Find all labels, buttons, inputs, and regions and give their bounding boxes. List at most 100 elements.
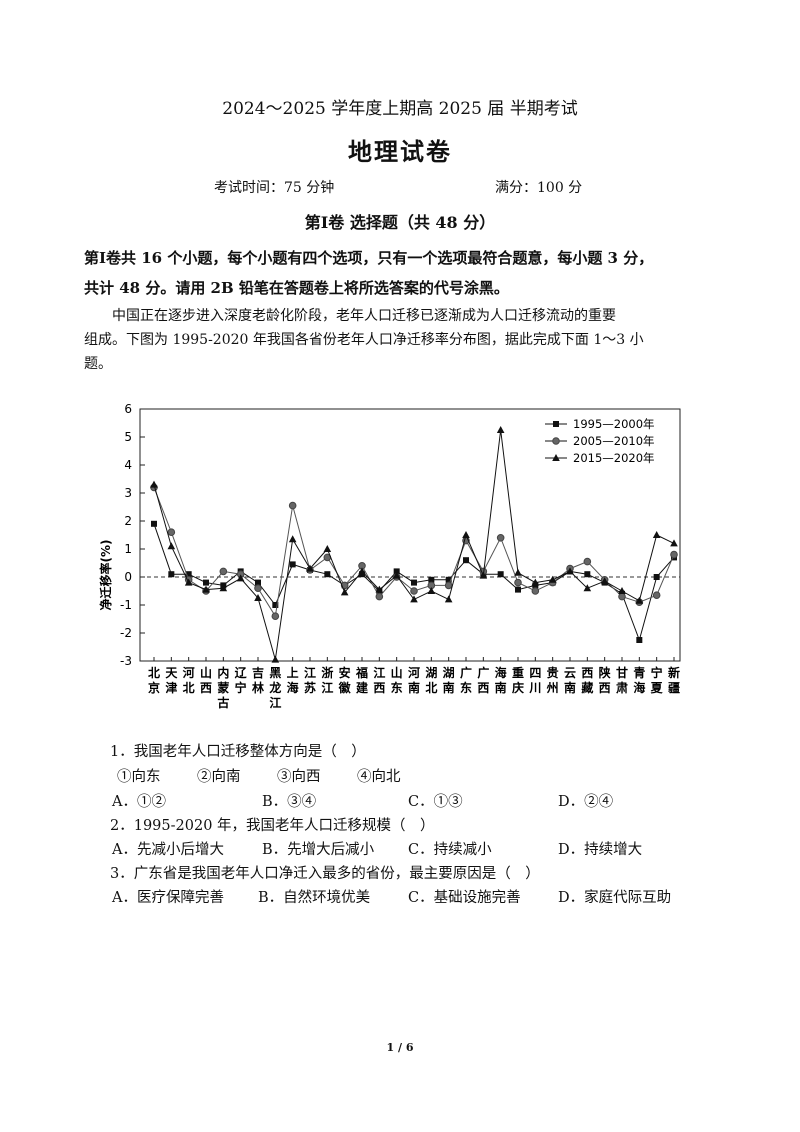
x-tick-label: 林 bbox=[252, 680, 264, 695]
y-tick-label: 4 bbox=[124, 458, 132, 472]
data-point bbox=[323, 545, 332, 552]
data-point bbox=[167, 542, 176, 550]
q1-sub-2: ②向南 bbox=[197, 769, 241, 785]
x-tick-label: 青 bbox=[633, 665, 645, 680]
data-point bbox=[411, 579, 417, 586]
q3-option-a: A．医疗保障完善 bbox=[112, 890, 224, 906]
page-number: 1 / 6 bbox=[386, 1041, 414, 1054]
legend-marker bbox=[552, 437, 560, 445]
chart-series bbox=[150, 426, 678, 663]
x-tick-label: 海 bbox=[495, 665, 507, 680]
legend-marker bbox=[552, 454, 560, 461]
x-tick-label: 蒙 bbox=[217, 680, 229, 695]
data-point bbox=[271, 612, 280, 620]
x-tick-label: 重 bbox=[512, 665, 524, 680]
data-point bbox=[514, 578, 522, 587]
data-point bbox=[670, 550, 678, 559]
x-tick-label: 西 bbox=[599, 681, 611, 695]
legend-label: 2005—2010年 bbox=[573, 434, 655, 448]
data-point bbox=[288, 501, 297, 510]
x-tick-label: 广 bbox=[477, 665, 489, 680]
data-point bbox=[427, 587, 436, 594]
data-point bbox=[496, 534, 505, 542]
y-tick-label: 6 bbox=[124, 402, 132, 416]
x-tick-label: 西 bbox=[373, 681, 385, 695]
data-point bbox=[497, 571, 504, 578]
x-tick-label: 河 bbox=[407, 665, 420, 680]
x-axis-tick-labels: 北京天津河北山西内蒙古辽宁吉林黑龙江上海江苏浙江安徽福建江西山东河南湖北湖南广东… bbox=[148, 657, 680, 710]
x-tick-label: 陕 bbox=[599, 665, 611, 680]
x-tick-label: 辽 bbox=[235, 666, 248, 680]
data-point bbox=[496, 426, 505, 433]
x-tick-label: 广 bbox=[460, 665, 472, 680]
legend-label: 1995—2000年 bbox=[573, 417, 655, 431]
data-point bbox=[618, 587, 626, 594]
x-tick-label: 东 bbox=[460, 680, 472, 695]
question-3-stem: 3．广东省是我国老年人口净迁入最多的省份，最主要原因是（ ） bbox=[110, 866, 540, 882]
data-point bbox=[531, 587, 540, 595]
instruction-line-2: 共计 48 分。请用 2B 铅笔在答题卷上将所选答案的代号涂黑。 bbox=[84, 279, 509, 297]
data-point bbox=[566, 567, 574, 575]
x-tick-label: 江 bbox=[321, 680, 333, 695]
question-2-stem: 2．1995-2020 年，我国老年人口迁移规模（ ） bbox=[110, 818, 435, 834]
q1-sub-1: ①向东 bbox=[117, 769, 161, 785]
x-tick-label: 南 bbox=[443, 680, 455, 695]
data-point bbox=[548, 575, 557, 583]
exam-time: 考试时间：75 分钟 bbox=[214, 180, 335, 196]
x-tick-label: 苏 bbox=[304, 680, 316, 695]
y-tick-label: 2 bbox=[124, 514, 132, 528]
legend-marker bbox=[553, 421, 559, 427]
x-tick-label: 藏 bbox=[581, 680, 593, 695]
x-tick-label: 宁 bbox=[651, 665, 663, 680]
data-point bbox=[584, 571, 591, 578]
x-tick-label: 宁 bbox=[235, 680, 247, 695]
chart-legend: 1995—2000年 2005—2010年 2015—2020年 bbox=[545, 417, 655, 465]
x-tick-label: 津 bbox=[165, 680, 177, 695]
data-point bbox=[375, 592, 384, 601]
x-tick-label: 四 bbox=[529, 666, 541, 680]
q3-option-c: C．基础设施完善 bbox=[408, 890, 521, 906]
q1-sub-3: ③向西 bbox=[277, 769, 321, 785]
data-point bbox=[636, 637, 643, 643]
data-point bbox=[463, 557, 469, 564]
x-tick-label: 江 bbox=[304, 665, 316, 680]
data-point bbox=[445, 576, 452, 583]
y-tick-label: -2 bbox=[120, 626, 132, 640]
data-point bbox=[635, 596, 644, 604]
data-point bbox=[600, 577, 609, 585]
x-tick-label: 南 bbox=[564, 680, 576, 695]
series-3 bbox=[150, 426, 678, 663]
x-tick-label: 甘 bbox=[616, 665, 628, 680]
y-axis-ticks: 6 5 4 3 2 1 0 -1 -2 -3 bbox=[120, 402, 145, 668]
x-tick-label: 湖 bbox=[443, 665, 455, 680]
data-point bbox=[479, 571, 488, 579]
data-point bbox=[653, 574, 660, 580]
data-point bbox=[150, 480, 158, 488]
x-tick-label: 江 bbox=[373, 665, 385, 680]
data-point bbox=[255, 579, 261, 586]
x-tick-label: 云 bbox=[564, 666, 576, 680]
data-point bbox=[583, 584, 592, 592]
y-tick-label: 3 bbox=[124, 486, 132, 500]
x-tick-label: 浙 bbox=[321, 665, 333, 680]
x-tick-label: 京 bbox=[148, 680, 160, 695]
data-point bbox=[289, 561, 296, 568]
q1-option-a: A．①② bbox=[112, 794, 166, 810]
x-tick-label: 南 bbox=[408, 680, 420, 695]
q2-option-a: A．先减小后增大 bbox=[112, 842, 224, 858]
x-tick-label: 北 bbox=[425, 680, 437, 695]
x-tick-label: 徽 bbox=[338, 680, 352, 695]
q2-option-d: D．持续增大 bbox=[558, 842, 643, 858]
plot-frame bbox=[139, 408, 681, 662]
x-tick-label: 天 bbox=[165, 666, 178, 680]
data-point bbox=[652, 531, 661, 538]
x-tick-label: 建 bbox=[355, 680, 369, 695]
x-tick-label: 山 bbox=[200, 665, 212, 680]
x-tick-label: 川 bbox=[528, 681, 541, 695]
x-tick-label: 山 bbox=[391, 665, 403, 680]
x-tick-label: 南 bbox=[495, 680, 507, 695]
x-tick-label: 西 bbox=[581, 666, 593, 680]
x-tick-label: 疆 bbox=[668, 681, 680, 695]
data-point bbox=[184, 578, 193, 586]
data-point bbox=[219, 584, 228, 592]
